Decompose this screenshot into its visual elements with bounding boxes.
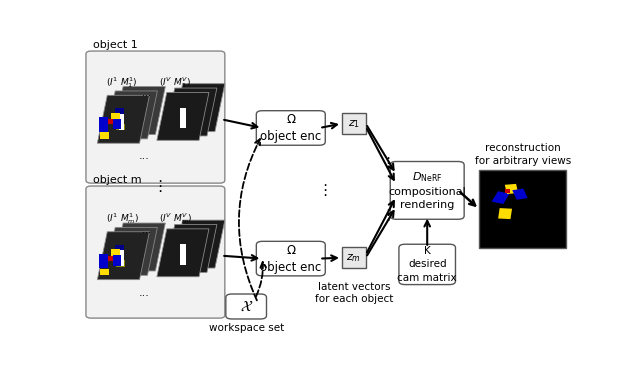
Text: ...: ... (139, 288, 150, 298)
Text: $(I^V\ M_m^V)$: $(I^V\ M_m^V)$ (159, 211, 192, 226)
Bar (99, 253, 108, 268)
Text: ...: ... (143, 225, 152, 234)
Polygon shape (173, 220, 225, 268)
Bar (479, 170, 566, 248)
Text: ...: ... (143, 88, 152, 98)
Text: workspace set: workspace set (209, 323, 284, 333)
Bar (99, 117, 108, 132)
Bar (498, 208, 512, 219)
Polygon shape (106, 91, 157, 139)
Polygon shape (106, 227, 157, 275)
Text: reconstruction
for arbitrary views: reconstruction for arbitrary views (474, 143, 571, 166)
Text: $\vdots$: $\vdots$ (380, 155, 390, 171)
Text: Ω
object enc: Ω object enc (260, 113, 321, 143)
Polygon shape (157, 229, 209, 277)
FancyBboxPatch shape (257, 241, 325, 276)
Text: $z_1$: $z_1$ (348, 118, 360, 130)
Bar (113, 119, 121, 129)
Polygon shape (113, 87, 165, 135)
Bar (100, 269, 109, 275)
Bar (512, 188, 527, 200)
Text: $(I^1\ M_m^1)$: $(I^1\ M_m^1)$ (106, 211, 139, 226)
Bar (505, 184, 518, 194)
Bar (100, 132, 109, 139)
Bar (342, 247, 365, 268)
Text: latent vectors
for each object: latent vectors for each object (315, 282, 393, 304)
Bar (119, 250, 124, 266)
Text: K
desired
cam matrix: K desired cam matrix (397, 246, 457, 283)
FancyBboxPatch shape (226, 294, 266, 319)
Text: ...: ... (139, 151, 150, 161)
Bar (108, 256, 115, 261)
Bar (113, 255, 121, 266)
Polygon shape (165, 224, 217, 273)
Bar (342, 113, 365, 134)
Bar (115, 108, 124, 123)
Bar (116, 260, 125, 267)
Text: $\mathcal{X}$: $\mathcal{X}$ (239, 299, 253, 314)
Polygon shape (97, 95, 150, 143)
Text: object 1: object 1 (93, 40, 138, 51)
FancyBboxPatch shape (86, 51, 225, 183)
FancyBboxPatch shape (399, 244, 456, 285)
Polygon shape (165, 88, 217, 136)
Bar (115, 245, 124, 259)
Text: $(I^V\ M_1^V)$: $(I^V\ M_1^V)$ (159, 75, 191, 89)
Text: $\vdots$: $\vdots$ (152, 178, 162, 194)
Bar (505, 188, 510, 193)
Text: $D_{\mathrm{NeRF}}$
compositional
rendering: $D_{\mathrm{NeRF}}$ compositional render… (388, 170, 466, 210)
Text: $\vdots$: $\vdots$ (317, 182, 327, 198)
Text: $\vdots$: $\vdots$ (380, 207, 390, 223)
Text: Ω
object enc: Ω object enc (260, 244, 321, 274)
Bar (116, 124, 125, 130)
Text: $z_m$: $z_m$ (346, 252, 361, 264)
Bar (111, 113, 120, 119)
Bar (108, 119, 115, 124)
Bar (111, 249, 120, 256)
Bar (180, 244, 186, 265)
Polygon shape (113, 223, 165, 271)
Bar (492, 191, 509, 204)
FancyBboxPatch shape (257, 111, 325, 145)
FancyBboxPatch shape (86, 186, 225, 318)
Text: $(I^1\ M_1^1)$: $(I^1\ M_1^1)$ (106, 75, 138, 89)
Bar (119, 114, 124, 130)
Polygon shape (97, 232, 150, 280)
Polygon shape (157, 92, 209, 140)
Text: object m: object m (93, 175, 142, 185)
Polygon shape (173, 84, 225, 132)
FancyBboxPatch shape (390, 161, 464, 219)
Bar (180, 108, 186, 128)
